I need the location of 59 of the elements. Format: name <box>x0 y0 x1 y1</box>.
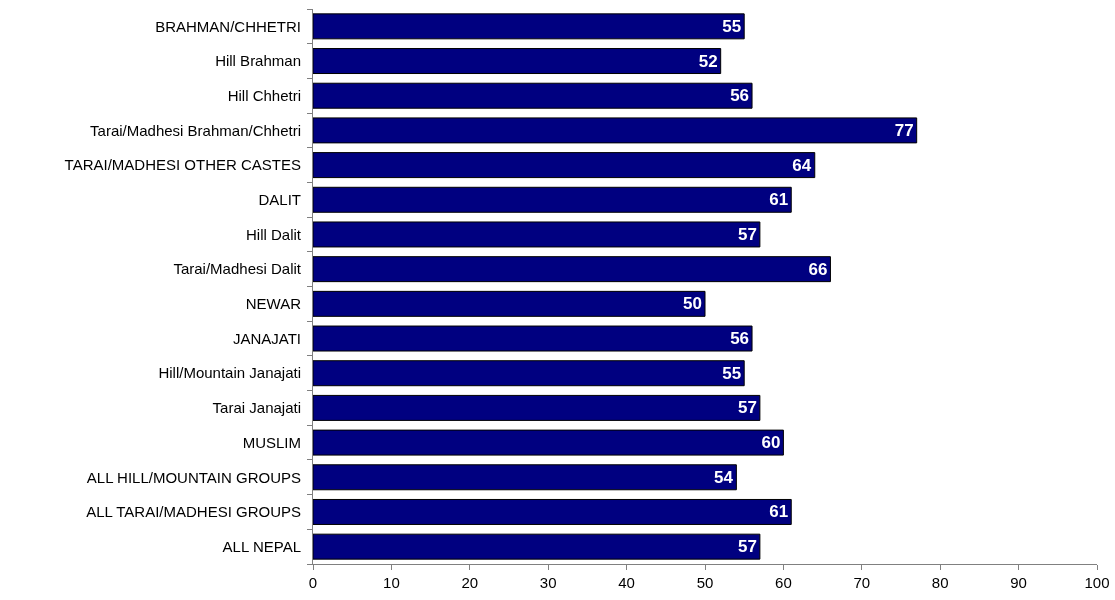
y-tick-label: JANAJATI <box>232 329 301 347</box>
data-label: 57 <box>738 537 757 557</box>
bar <box>313 290 706 317</box>
bar <box>313 325 753 352</box>
bar <box>313 13 745 40</box>
x-tick-label: 80 <box>931 574 949 591</box>
data-label: 55 <box>722 16 742 36</box>
bar <box>313 464 737 491</box>
y-tick-label: Hill Chhetri <box>227 86 301 104</box>
bar <box>313 394 761 421</box>
data-label: 61 <box>769 190 789 210</box>
data-label: 60 <box>761 433 781 453</box>
bar <box>313 82 753 109</box>
data-label: 52 <box>698 51 718 71</box>
y-tick-label: NEWAR <box>245 295 302 313</box>
y-tick-label: ALL TARAI/MADHESI GROUPS <box>86 503 301 521</box>
x-tick-label: 40 <box>618 574 635 591</box>
bar <box>313 152 816 179</box>
data-label: 56 <box>730 86 750 106</box>
data-label: 56 <box>730 329 750 349</box>
data-label: 64 <box>792 155 812 175</box>
bar <box>313 186 792 213</box>
x-tick-label: 90 <box>1010 574 1027 591</box>
data-label: 66 <box>808 259 828 279</box>
x-tick-label: 10 <box>383 574 400 591</box>
data-label: 57 <box>737 224 757 244</box>
x-tick-label: 0 <box>308 574 318 591</box>
y-tick-label: Tarai/Madhesi Brahman/Chhetri <box>90 121 301 139</box>
data-label: 61 <box>769 502 789 522</box>
data-label: 55 <box>722 363 742 383</box>
data-label: 54 <box>713 467 734 487</box>
data-label: 50 <box>683 294 702 314</box>
y-tick-label: Hill Dalit <box>245 225 302 243</box>
bar <box>313 117 918 144</box>
x-tick-label: 30 <box>539 574 557 591</box>
y-tick-label: Tarai/Madhesi Dalit <box>173 260 302 278</box>
y-tick-label: MUSLIM <box>242 433 301 451</box>
x-tick-label: 70 <box>853 574 871 591</box>
y-tick-label: ALL NEPAL <box>222 537 301 555</box>
y-tick-label: TARAI/MADHESI OTHER CASTES <box>64 156 301 174</box>
data-label: 77 <box>894 120 914 140</box>
bar <box>313 533 761 560</box>
y-tick-label: BRAHMAN/CHHETRI <box>155 17 301 35</box>
bar <box>313 256 831 283</box>
bar <box>313 48 722 75</box>
y-tick-label: Hill/Mountain Janajati <box>158 364 301 382</box>
x-tick-label: 100 <box>1084 574 1110 591</box>
y-tick-label: ALL HILL/MOUNTAIN GROUPS <box>86 468 301 486</box>
y-tick-label: Hill Brahman <box>215 52 301 70</box>
y-tick-label: Tarai Janajati <box>212 399 301 417</box>
x-tick-label: 60 <box>775 574 792 591</box>
bar <box>313 360 745 387</box>
bar <box>313 429 784 456</box>
bar <box>313 221 761 248</box>
bar <box>313 498 792 525</box>
data-label: 57 <box>738 398 757 418</box>
x-tick-label: 20 <box>461 574 479 591</box>
y-tick-label: DALIT <box>258 191 301 209</box>
x-tick-label: 50 <box>696 574 714 591</box>
